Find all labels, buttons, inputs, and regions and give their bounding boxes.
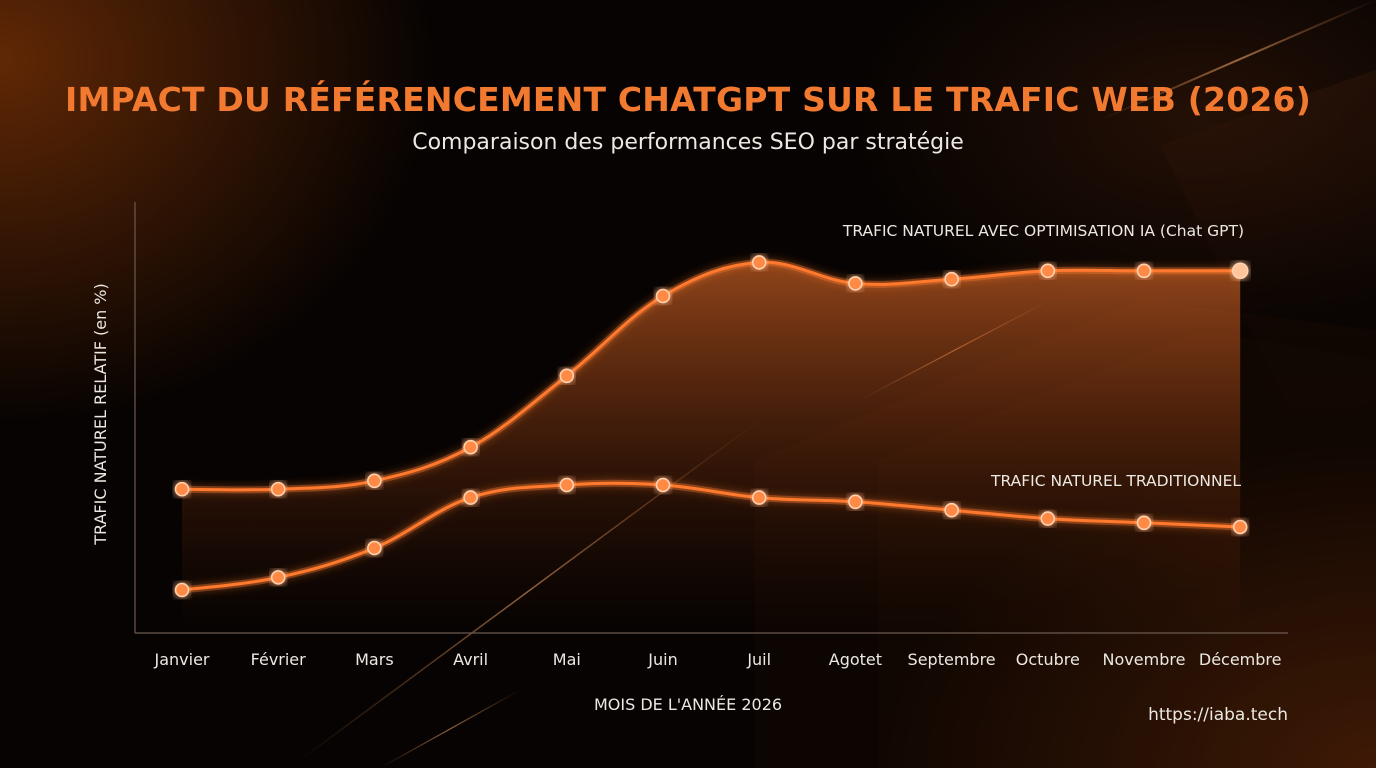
x-tick-label: Novembre: [1103, 650, 1186, 669]
x-tick-label: Février: [251, 650, 307, 669]
page-subtitle: Comparaison des performances SEO par str…: [412, 130, 964, 155]
data-point-traditional-4: [559, 477, 575, 493]
data-point-ia-4: [559, 368, 575, 384]
data-point-traditional-3: [463, 490, 478, 505]
y-axis-title: TRAFIC NATUREL RELATIF (en %): [91, 283, 110, 546]
series-area-ia: [182, 262, 1241, 633]
x-tick-label: Mai: [553, 650, 581, 669]
data-point-ia-8: [944, 271, 959, 287]
x-tick-label: Agotet: [829, 650, 882, 669]
data-point-ia-10: [1136, 263, 1152, 279]
x-tick-label: Janvier: [154, 650, 210, 669]
footer-url[interactable]: https://iaba.tech: [1148, 705, 1288, 725]
data-point-traditional-6: [751, 490, 767, 505]
data-point-ia-1: [270, 481, 286, 497]
x-tick-label: Mars: [355, 650, 394, 669]
data-point-traditional-0: [174, 582, 190, 598]
data-point-traditional-8: [944, 502, 959, 518]
x-tick-label: Juin: [647, 650, 677, 669]
x-tick-label: Décembre: [1199, 650, 1282, 669]
data-point-ia-7: [848, 276, 863, 291]
data-point-traditional-5: [655, 477, 671, 493]
x-axis-title: MOIS DE L'ANNÉE 2026: [594, 695, 782, 714]
series-label-ia: TRAFIC NATUREL AVEC OPTIMISATION IA (Cha…: [842, 222, 1244, 240]
data-point-ia-5: [655, 288, 671, 304]
data-point-traditional-11: [1232, 519, 1248, 535]
data-point-traditional-1: [270, 570, 286, 585]
data-point-traditional-10: [1136, 515, 1152, 531]
data-point-ia-3: [463, 439, 478, 455]
page-title: IMPACT DU RÉFÉRENCEMENT CHATGPT SUR LE T…: [65, 80, 1311, 119]
series-label-traditional: TRAFIC NATUREL TRADITIONNEL: [990, 472, 1241, 490]
data-point-traditional-2: [367, 540, 382, 556]
data-point-ia-9: [1040, 263, 1056, 279]
data-point-traditional-7: [848, 494, 863, 510]
data-point-ia-2: [367, 473, 382, 489]
x-tick-label: Avril: [453, 650, 488, 669]
x-tick-label: Juil: [746, 650, 771, 669]
data-point-ia-0: [174, 481, 190, 497]
data-point-traditional-9: [1040, 511, 1056, 526]
data-point-ia-11: [1231, 262, 1249, 280]
x-tick-label: Septembre: [908, 650, 996, 669]
x-tick-label: Octubre: [1016, 650, 1080, 669]
data-point-ia-6: [751, 255, 767, 270]
